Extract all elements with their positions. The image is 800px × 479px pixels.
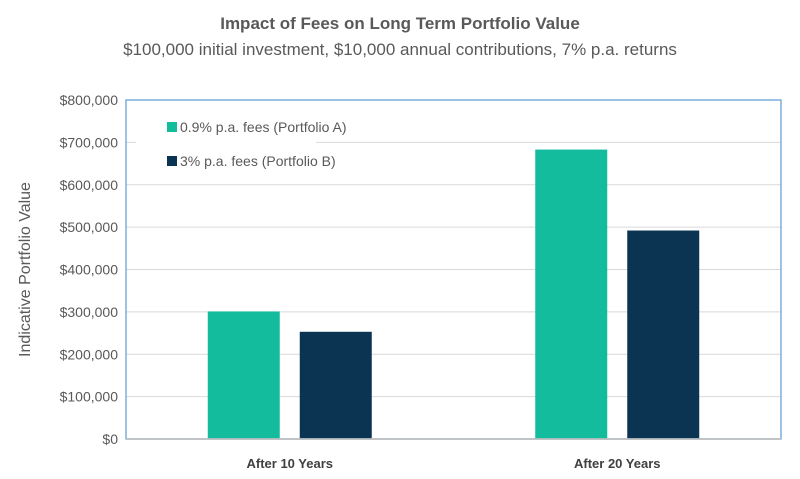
- legend-swatch: [167, 122, 177, 132]
- legend-swatch: [167, 156, 177, 166]
- y-tick-label: $0: [102, 431, 118, 447]
- chart-subtitle: $100,000 initial investment, $10,000 ann…: [123, 40, 677, 59]
- legend-label: 0.9% p.a. fees (Portfolio A): [180, 119, 347, 135]
- bar-portfolio-a: [207, 311, 280, 439]
- y-tick-label: $700,000: [60, 134, 119, 150]
- y-tick-label: $100,000: [60, 389, 119, 405]
- bar-portfolio-b: [627, 230, 700, 439]
- y-tick-label: $200,000: [60, 346, 119, 362]
- chart-title: Impact of Fees on Long Term Portfolio Va…: [220, 14, 580, 33]
- x-tick-label: After 20 Years: [574, 456, 661, 471]
- bar-portfolio-a: [535, 149, 608, 440]
- bar-portfolio-b: [299, 331, 372, 439]
- y-tick-label: $500,000: [60, 219, 119, 235]
- x-tick-label: After 10 Years: [247, 456, 334, 471]
- y-axis-label: Indicative Portfolio Value: [17, 182, 34, 357]
- y-tick-label: $600,000: [60, 177, 119, 193]
- y-tick-label: $800,000: [60, 92, 119, 108]
- legend-label: 3% p.a. fees (Portfolio B): [180, 153, 336, 169]
- y-tick-label: $300,000: [60, 304, 119, 320]
- legend-box: [136, 110, 316, 184]
- y-tick-label: $400,000: [60, 262, 119, 278]
